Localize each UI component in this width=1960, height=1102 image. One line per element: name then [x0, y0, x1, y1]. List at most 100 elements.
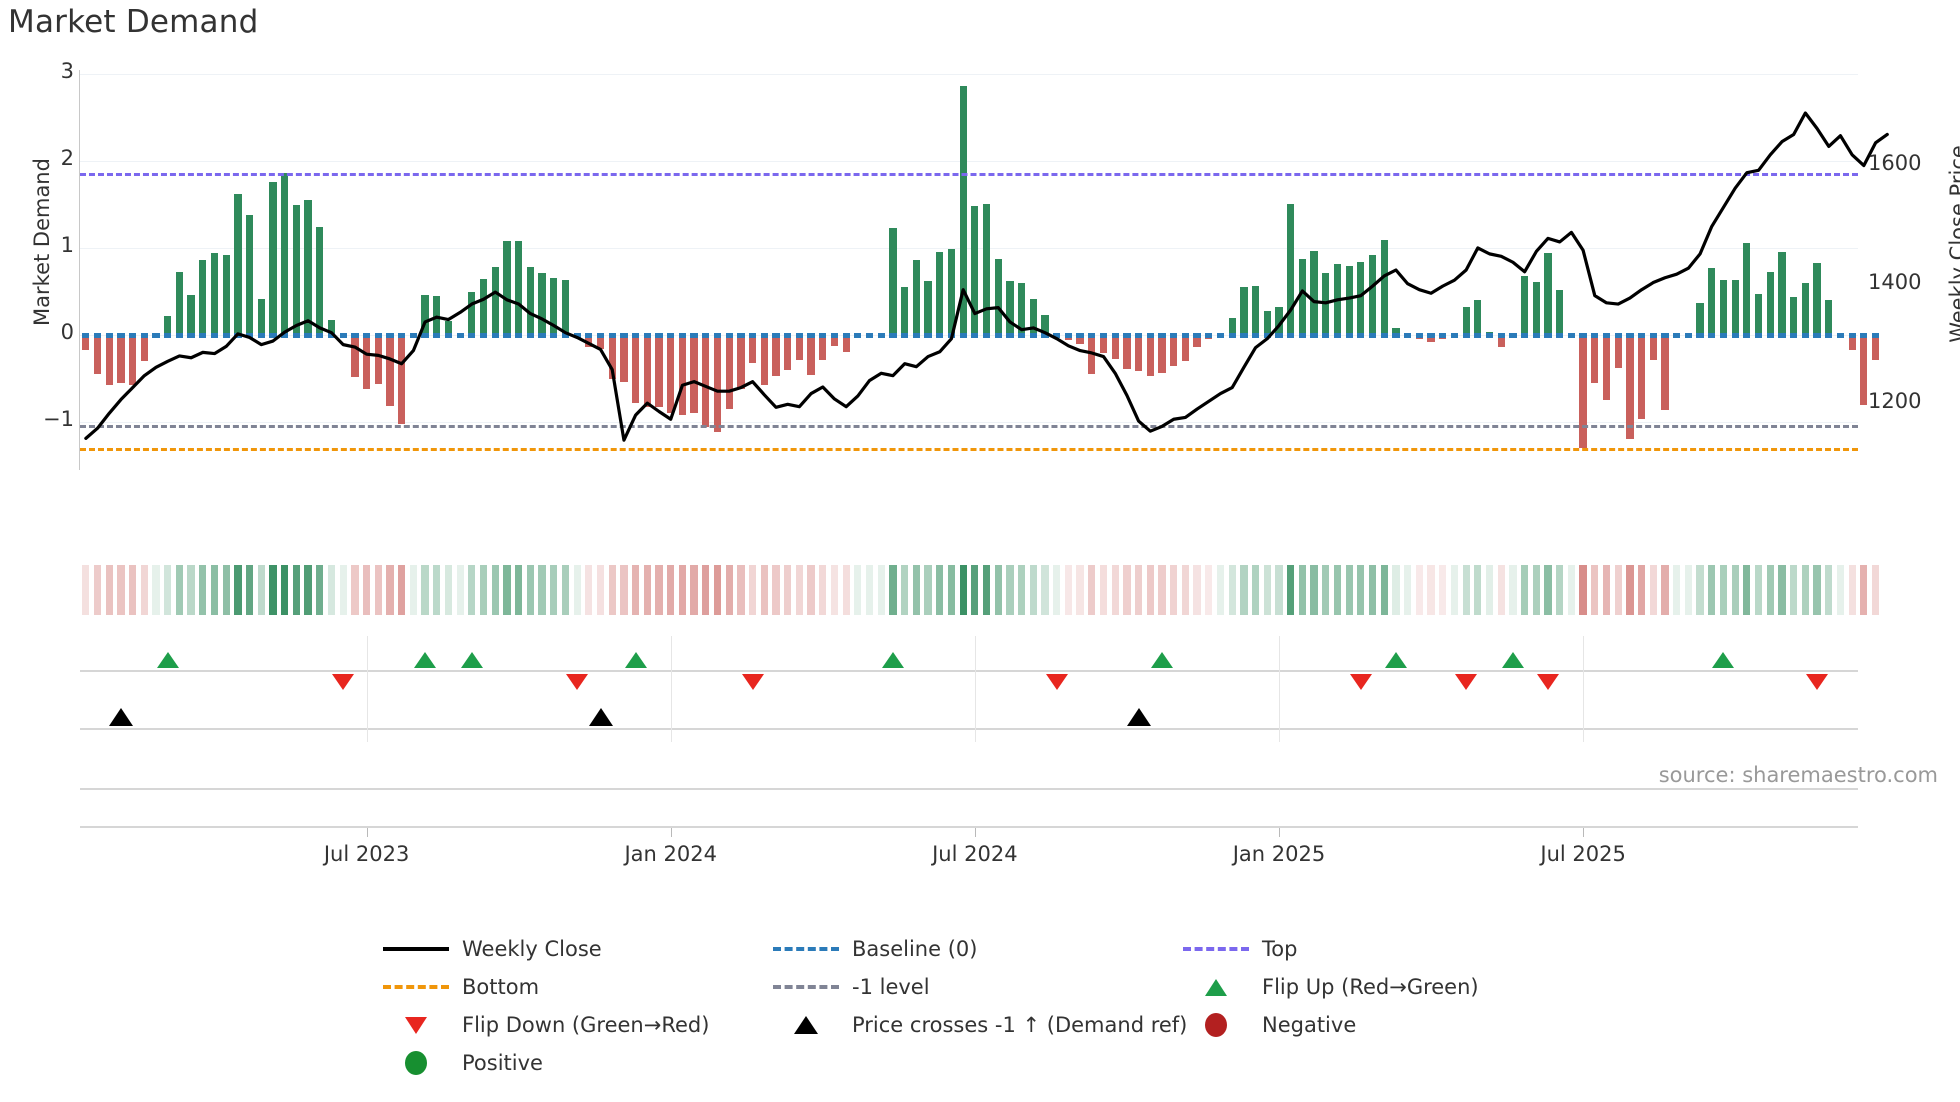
baseline-segment: [140, 332, 148, 338]
heat-cell: [140, 565, 148, 615]
heat-cell: [1310, 565, 1318, 615]
vertical-gridline: [1278, 636, 1280, 692]
flip-down-marker: [1455, 674, 1478, 690]
heat-cell: [386, 565, 394, 615]
baseline-segment: [1415, 332, 1423, 338]
heat-cell: [1544, 565, 1552, 615]
heat-cell: [1134, 565, 1143, 615]
baseline-segment: [1146, 332, 1154, 338]
legend-item: Weekly Close: [380, 930, 602, 968]
x-tick-mark: [670, 828, 672, 837]
baseline-segment: [1322, 332, 1330, 338]
demand-bar: [374, 335, 382, 384]
demand-bar: [222, 255, 230, 336]
demand-bar: [129, 335, 137, 385]
baseline-segment: [444, 332, 453, 338]
demand-bar: [713, 335, 722, 432]
heat-cell: [1591, 565, 1599, 615]
baseline-segment: [807, 332, 815, 338]
demand-bar: [479, 278, 488, 336]
demand-bar: [1661, 335, 1669, 410]
price-cross-marker: [1126, 708, 1151, 726]
flip-down-marker: [1537, 674, 1560, 690]
heat-cell: [865, 565, 874, 615]
heat-cell: [444, 565, 453, 615]
baseline-segment: [561, 332, 570, 338]
baseline-segment: [1708, 332, 1716, 338]
heat-cell: [1368, 565, 1377, 615]
heat-cell: [713, 565, 722, 615]
heat-cell: [667, 565, 675, 615]
demand-bar: [772, 335, 780, 377]
heat-cell: [760, 565, 768, 615]
baseline-segment: [1626, 332, 1634, 338]
legend-item: Flip Down (Green→Red): [380, 1006, 709, 1044]
demand-bar: [1181, 335, 1190, 362]
baseline-segment: [1439, 332, 1447, 338]
heat-cell: [164, 565, 172, 615]
baseline-segment: [1216, 332, 1225, 338]
baseline-segment: [971, 332, 979, 338]
legend-item: Negative: [1180, 1006, 1356, 1044]
heat-cell: [210, 565, 219, 615]
legend-label: Flip Up (Red→Green): [1262, 975, 1479, 999]
legend-glyph: [405, 1016, 427, 1034]
heat-cell: [1614, 565, 1622, 615]
baseline-segment: [936, 332, 944, 338]
demand-bar: [1766, 271, 1774, 336]
demand-bar: [655, 335, 663, 408]
baseline-segment: [1345, 332, 1353, 338]
demand-bar: [1871, 335, 1880, 360]
flip-up-marker: [1384, 652, 1407, 668]
baseline-segment: [1392, 332, 1400, 338]
y-tick-label: 1: [60, 233, 74, 258]
heat-cell: [327, 565, 336, 615]
legend-item: Positive: [380, 1044, 543, 1082]
demand-bar: [199, 260, 207, 336]
demand-bar: [444, 321, 453, 336]
legend-key-icon: [1180, 1013, 1252, 1037]
baseline-segment: [1497, 332, 1505, 338]
legend-glyph: [773, 947, 839, 951]
demand-bar: [1345, 265, 1353, 336]
baseline-segment: [479, 332, 488, 338]
heat-cell: [1836, 565, 1845, 615]
legend-item: Top: [1180, 930, 1297, 968]
heat-cell: [175, 565, 184, 615]
baseline-segment: [596, 332, 605, 338]
heat-cell: [1322, 565, 1330, 615]
y-tick-label: 3: [60, 59, 74, 84]
heat-cell: [1251, 565, 1260, 615]
demand-bar: [538, 272, 546, 336]
baseline-segment: [760, 332, 768, 338]
demand-bar: [760, 335, 768, 385]
baseline-segment: [1333, 332, 1342, 338]
legend-glyph: [383, 947, 449, 951]
demand-bar: [982, 203, 991, 336]
demand-bar: [1310, 250, 1318, 336]
demand-bar: [386, 335, 394, 406]
baseline-segment: [854, 332, 862, 338]
vertical-gridline: [366, 688, 368, 742]
y-tick-label: −1: [43, 407, 74, 432]
heat-cell: [1228, 565, 1236, 615]
baseline-segment: [1193, 332, 1201, 338]
heat-cell: [936, 565, 944, 615]
heat-cell: [222, 565, 230, 615]
baseline-segment: [1719, 332, 1728, 338]
demand-bar: [1041, 315, 1049, 336]
baseline-segment: [1520, 332, 1529, 338]
demand-bar: [1474, 299, 1482, 336]
flip-down-marker: [332, 674, 355, 690]
baseline-segment: [959, 332, 967, 338]
heat-cell: [982, 565, 991, 615]
baseline-segment: [292, 332, 301, 338]
heat-cell: [784, 565, 792, 615]
demand-bar: [304, 199, 312, 336]
legend-label: Top: [1262, 937, 1298, 961]
heat-cell: [1766, 565, 1774, 615]
demand-bar: [550, 277, 558, 336]
demand-bar: [526, 267, 534, 336]
baseline-segment: [129, 332, 137, 338]
heat-cell: [1392, 565, 1400, 615]
